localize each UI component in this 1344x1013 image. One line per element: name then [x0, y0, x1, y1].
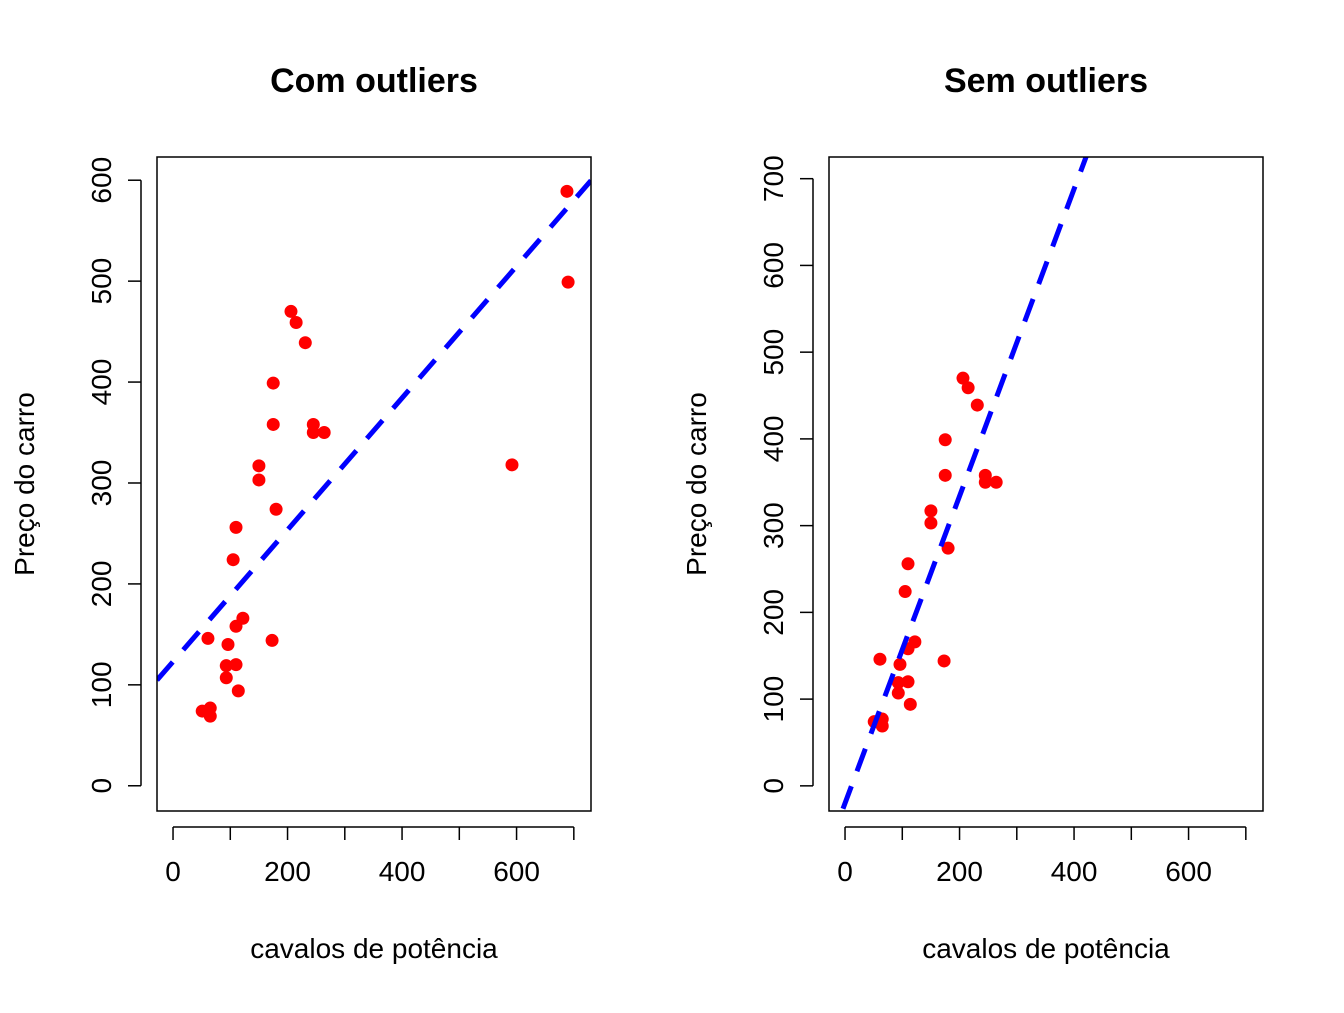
data-point: [978, 475, 992, 489]
data-point: [219, 659, 233, 673]
x-tick-label: 600: [1165, 856, 1212, 887]
data-point: [221, 637, 235, 651]
data-point: [901, 557, 915, 571]
x-axis-label: cavalos de potência: [922, 933, 1170, 964]
data-point: [938, 468, 952, 482]
y-axis-label: Preço do carro: [681, 392, 712, 576]
data-point: [898, 585, 912, 599]
data-point: [298, 336, 312, 350]
y-tick-label: 0: [86, 778, 117, 794]
data-point: [901, 675, 915, 689]
data-point: [561, 275, 575, 289]
x-tick-label: 400: [1051, 856, 1098, 887]
data-point: [266, 376, 280, 390]
data-point: [201, 631, 215, 645]
chart-title: Sem outliers: [944, 62, 1148, 100]
data-point: [893, 657, 907, 671]
data-point: [229, 619, 243, 633]
regression-line: [157, 178, 591, 682]
chart-title: Com outliers: [270, 62, 478, 100]
plot-box: [156, 156, 592, 812]
y-tick-label: 500: [86, 258, 117, 305]
x-tick-label: 600: [493, 856, 540, 887]
plot-box: [828, 156, 1264, 812]
y-tick-label: 600: [86, 157, 117, 204]
x-tick-label: 0: [165, 856, 181, 887]
data-point: [924, 504, 938, 518]
x-tick-label: 200: [936, 856, 983, 887]
data-point: [891, 676, 905, 690]
data-point: [269, 502, 283, 516]
x-tick-label: 0: [837, 856, 853, 887]
data-point: [219, 671, 233, 685]
y-tick-label: 500: [758, 329, 789, 376]
data-point: [970, 398, 984, 412]
data-point: [203, 709, 217, 723]
y-tick-label: 700: [758, 155, 789, 202]
data-point: [989, 475, 1003, 489]
x-axis-label: cavalos de potência: [250, 933, 498, 964]
data-point: [891, 686, 905, 700]
x-tick-label: 400: [379, 856, 426, 887]
data-point: [284, 304, 298, 318]
y-tick-label: 600: [758, 242, 789, 289]
y-tick-label: 400: [86, 359, 117, 406]
data-point: [317, 426, 331, 440]
y-tick-label: 200: [86, 561, 117, 608]
y-tick-label: 200: [758, 589, 789, 636]
regression-line: [839, 157, 1089, 811]
data-point: [873, 652, 887, 666]
y-tick-label: 400: [758, 416, 789, 463]
data-point: [226, 553, 240, 567]
y-axis-label: Preço do carro: [9, 392, 40, 576]
y-tick-label: 300: [86, 460, 117, 507]
data-point: [961, 381, 975, 395]
data-point: [306, 426, 320, 440]
data-point: [229, 520, 243, 534]
data-point: [937, 654, 951, 668]
data-point: [941, 541, 955, 555]
data-point: [924, 516, 938, 530]
y-tick-label: 100: [758, 676, 789, 723]
data-point: [265, 633, 279, 647]
y-tick-label: 100: [86, 661, 117, 708]
x-tick-label: 200: [264, 856, 311, 887]
data-point: [229, 658, 243, 672]
data-point: [903, 697, 917, 711]
data-point: [560, 184, 574, 198]
data-point: [956, 371, 970, 385]
data-point: [938, 433, 952, 447]
panel-sem-outliers: Sem outliers cavalos de potência Preço d…: [681, 62, 1264, 964]
data-point: [231, 684, 245, 698]
data-point: [252, 459, 266, 473]
data-point: [289, 316, 303, 330]
data-point: [266, 417, 280, 431]
y-tick-label: 0: [758, 778, 789, 794]
data-point: [875, 719, 889, 733]
y-tick-label: 300: [758, 502, 789, 549]
panel-com-outliers: Com outliers cavalos de potência Preço d…: [9, 62, 592, 964]
data-point: [505, 458, 519, 472]
data-point: [252, 473, 266, 487]
